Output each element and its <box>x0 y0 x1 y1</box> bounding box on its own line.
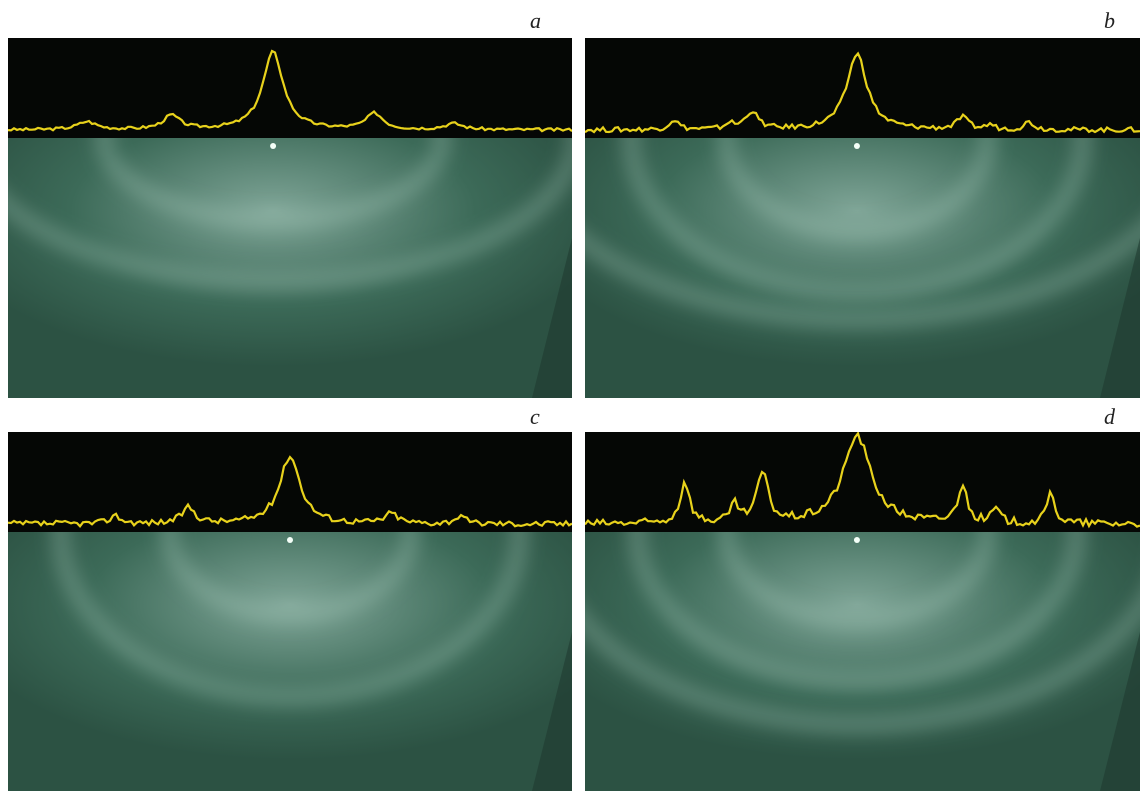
panel-label: c <box>530 404 540 429</box>
specular-spot <box>287 537 293 543</box>
panel-image <box>585 38 1140 398</box>
intensity-profile <box>8 455 572 529</box>
panel-label: a <box>530 8 541 33</box>
screen <box>585 532 1140 791</box>
panel-image <box>585 432 1140 791</box>
intensity-profile <box>585 432 1140 529</box>
top-strip <box>8 38 572 138</box>
top-strip <box>585 432 1140 532</box>
shadow <box>532 632 572 791</box>
shadow <box>1100 238 1140 398</box>
panel-label: b <box>1104 8 1115 33</box>
screen <box>8 138 572 398</box>
shadow <box>1100 632 1140 791</box>
screen <box>8 532 572 791</box>
panel-image <box>8 38 572 398</box>
diffraction-ring <box>585 432 1140 733</box>
intensity-profile <box>585 51 1140 134</box>
intensity-profile <box>8 49 572 133</box>
top-strip <box>585 38 1140 138</box>
specular-spot <box>270 143 277 149</box>
diffraction-ring <box>585 38 1140 328</box>
panel-label: d <box>1104 404 1115 429</box>
diffraction-ring <box>8 38 572 289</box>
shadow <box>532 238 572 398</box>
specular-spot <box>853 143 860 149</box>
specular-spot <box>853 537 860 543</box>
screen <box>585 138 1140 398</box>
panel-image <box>8 432 572 791</box>
top-strip <box>8 432 572 532</box>
